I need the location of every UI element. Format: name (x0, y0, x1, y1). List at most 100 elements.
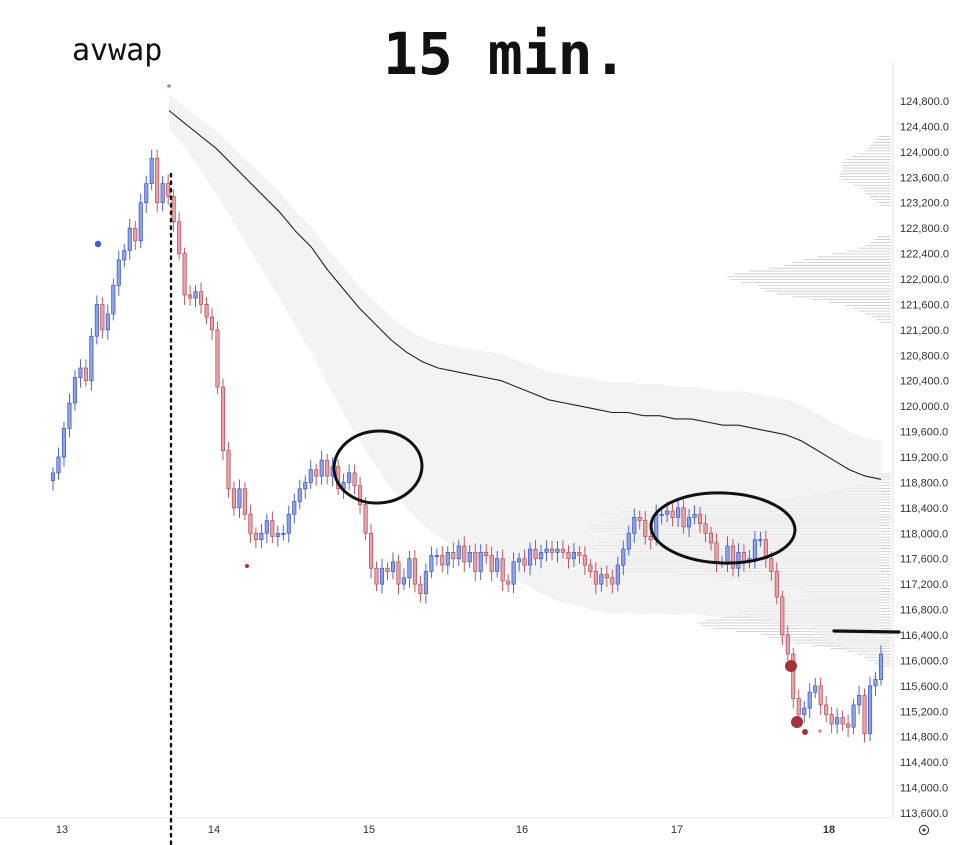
candle (851, 699, 856, 735)
target-icon[interactable] (918, 824, 930, 836)
candle (275, 525, 280, 547)
candle (785, 625, 790, 661)
candle-body (840, 717, 845, 725)
candle-body (593, 571, 598, 585)
time-tick-label: 18 (823, 824, 835, 836)
time-tick-label: 14 (208, 824, 220, 836)
candle-body (297, 488, 302, 502)
candle-body (78, 367, 83, 378)
candle-body (314, 469, 319, 477)
candle-body (347, 472, 352, 483)
candle-body (829, 714, 834, 725)
price-tick-label: 116,800.0 (900, 605, 948, 617)
candle-body (182, 253, 187, 296)
candle (687, 509, 692, 538)
candle (632, 508, 637, 544)
candle-body (308, 469, 313, 483)
candle-body (489, 555, 494, 572)
candle (308, 460, 313, 489)
candle (259, 523, 264, 549)
candle-body (703, 523, 708, 534)
candle-body (199, 291, 204, 305)
candle (160, 175, 165, 212)
candle (867, 676, 873, 742)
candle (560, 540, 566, 559)
candle-body (286, 513, 291, 534)
candle-body (204, 304, 209, 318)
candle (204, 296, 209, 325)
candle-body (412, 558, 417, 585)
candle-body (220, 386, 226, 451)
candle-body (358, 485, 363, 506)
candle-body (588, 564, 593, 572)
candle-body (423, 571, 428, 595)
signal-dot-small-3 (245, 564, 249, 568)
price-tick-label: 120,800.0 (900, 350, 949, 362)
candle (878, 645, 884, 686)
price-axis: 124,800.0 124,400.0 124,000.0 123,600.0 123,… (900, 96, 949, 820)
candle (840, 710, 845, 731)
candle-body (538, 552, 544, 560)
candle-body (681, 507, 686, 528)
candle-body (571, 552, 576, 560)
candle (774, 561, 779, 605)
candle (423, 563, 428, 604)
candle (538, 544, 544, 569)
candle (670, 503, 675, 527)
candle-body (188, 294, 193, 299)
candle (736, 543, 741, 577)
candle-body (615, 564, 620, 585)
candle (94, 295, 99, 345)
candle-body (846, 723, 851, 728)
candle (445, 546, 450, 575)
candle (401, 568, 406, 591)
candle-body (599, 574, 604, 585)
candle (237, 479, 242, 518)
candle (676, 498, 681, 527)
candle-body (867, 685, 873, 734)
candle (857, 685, 862, 715)
candle-body (226, 450, 231, 490)
candle-body (396, 561, 401, 585)
candle-body (851, 704, 856, 728)
candle-body (160, 183, 165, 204)
price-tick-label: 124,400.0 (900, 121, 949, 133)
candle (78, 359, 83, 388)
price-tick-label: 114,400.0 (900, 757, 948, 769)
price-tick-label: 122,000.0 (900, 274, 949, 286)
candle (533, 539, 538, 566)
candle (484, 543, 489, 564)
candle (681, 499, 686, 534)
candle (231, 481, 237, 516)
price-tick-label: 114,000.0 (900, 783, 948, 795)
signal-dot-large-1 (785, 660, 797, 672)
vwap-band-area (169, 94, 881, 658)
candle-body (835, 717, 840, 725)
candle-body (390, 561, 396, 572)
candle (325, 453, 330, 485)
candle (429, 546, 434, 578)
candle (127, 218, 132, 260)
candle-body (725, 545, 730, 563)
candle (50, 467, 56, 491)
candle (818, 677, 823, 715)
candle-body (215, 329, 220, 388)
candle (248, 504, 253, 544)
candle (220, 378, 226, 461)
candle-body (533, 548, 538, 560)
candle (752, 531, 757, 569)
candle (467, 545, 472, 569)
annotation-level-line (832, 629, 901, 634)
candle-body (193, 291, 198, 299)
candle-body (752, 539, 757, 560)
candle (314, 463, 319, 486)
candle (566, 545, 571, 569)
candle (862, 688, 867, 743)
candle (418, 575, 423, 603)
candle-body (857, 695, 862, 706)
candle-body (484, 552, 489, 556)
candle (390, 552, 396, 580)
candle-body (522, 558, 527, 566)
candle-body (659, 513, 664, 516)
candle (138, 193, 143, 249)
